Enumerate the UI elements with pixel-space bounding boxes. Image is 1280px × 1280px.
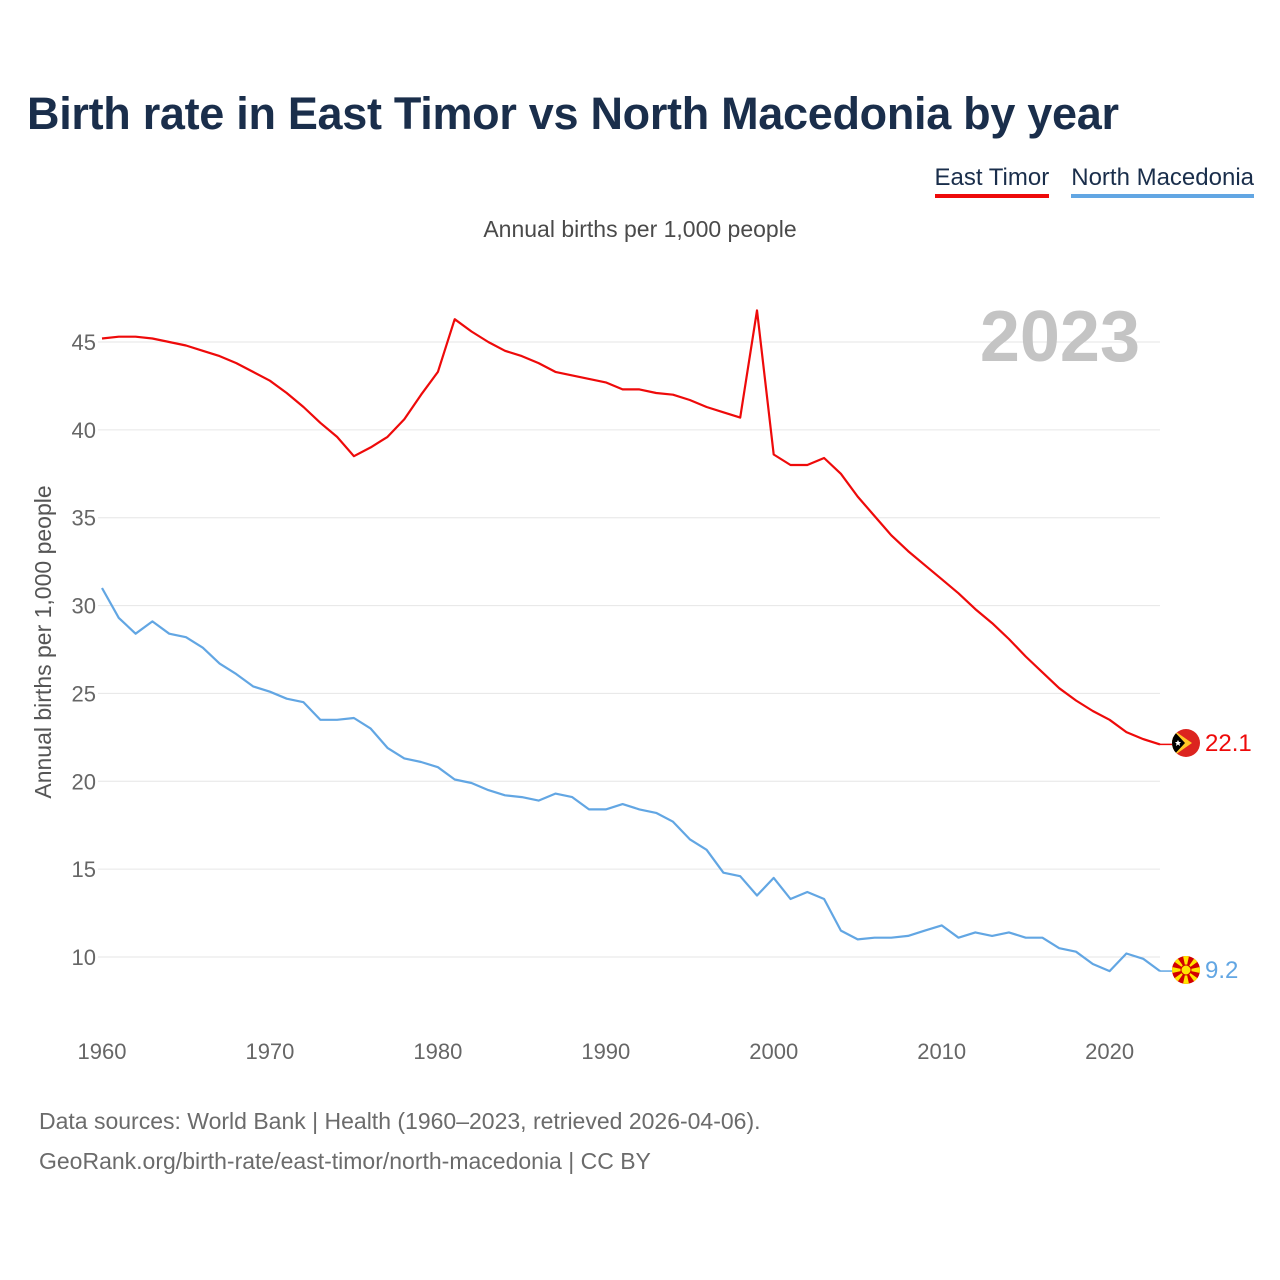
x-tick-label-1980: 1980 [413,1039,462,1064]
y-tick-label-45: 45 [72,330,96,355]
y-axis-label: Annual births per 1,000 people [30,485,56,798]
y-tick-label-25: 25 [72,681,96,706]
y-tick-label-40: 40 [72,418,96,443]
x-tick-label-1990: 1990 [581,1039,630,1064]
y-tick-label-30: 30 [72,594,96,619]
chart-subtitle: Annual births per 1,000 people [483,216,797,242]
gridlines [98,341,1160,958]
x-tick-label-1960: 1960 [78,1039,127,1064]
footer-url: GeoRank.org/birth-rate/east-timor/north-… [39,1148,651,1174]
north-macedonia-end-label: 9.2 [1205,957,1238,984]
y-tick-label-15: 15 [72,857,96,882]
y-axis-ticks: 10 15 20 25 30 35 40 45 [72,330,96,970]
x-tick-label-2000: 2000 [749,1039,798,1064]
footer-source: Data sources: World Bank | Health (1960–… [39,1108,761,1134]
series-lines [101,309,1172,973]
x-tick-label-2010: 2010 [917,1039,966,1064]
series-line-north-macedonia [101,587,1161,973]
y-tick-label-35: 35 [72,506,96,531]
year-watermark: 2023 [980,297,1140,377]
y-tick-label-10: 10 [72,945,96,970]
legend: East Timor North Macedonia [934,164,1254,198]
x-axis-ticks: 1960 1970 1980 1990 2000 2010 2020 [78,1039,1135,1064]
legend-north-macedonia[interactable]: North Macedonia [1071,164,1254,198]
chart-title: Birth rate in East Timor vs North Macedo… [27,88,1119,139]
north-macedonia-flag-icon [1172,956,1200,984]
x-tick-label-2020: 2020 [1085,1039,1134,1064]
legend-east-timor[interactable]: East Timor [934,164,1050,198]
x-tick-label-1970: 1970 [245,1039,294,1064]
east-timor-flag-icon [1172,729,1200,757]
east-timor-end-label: 22.1 [1205,730,1252,757]
y-tick-label-20: 20 [72,769,96,794]
series-line-east-timor [101,309,1161,746]
